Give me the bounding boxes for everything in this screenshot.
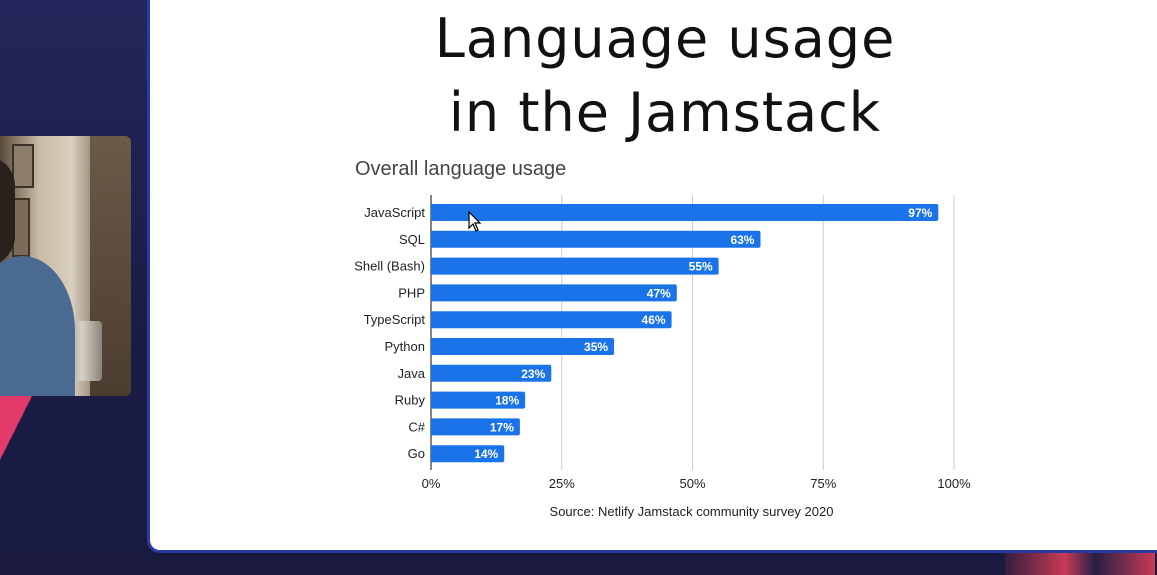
x-tick-label: 25% [549,476,575,491]
speaker-head [0,156,15,266]
category-label: TypeScript [364,312,426,327]
bar-value-label: 17% [490,420,514,434]
bar-value-label: 35% [584,340,608,354]
bar [431,257,719,275]
presentation-slide [150,0,1157,550]
category-label: Shell (Bash) [354,259,425,274]
slide-title: Language usage in the Jamstack [150,2,1157,150]
category-label: JavaScript [364,205,425,220]
category-label: Java [398,366,426,381]
x-tick-label: 0% [422,476,441,491]
x-tick-label: 75% [810,476,836,491]
bar [431,284,677,302]
slide-title-line-1: Language usage [434,7,896,70]
bar-value-label: 46% [642,313,666,327]
category-label: Ruby [395,393,426,408]
slide-title-line-2: in the Jamstack [448,81,882,144]
webcam-video-tile [0,136,131,396]
bar [431,391,526,409]
x-tick-label: 50% [679,476,705,491]
bar-value-label: 97% [908,206,932,220]
background-accent-x-shape [1005,548,1155,575]
bar [431,311,672,329]
category-label: SQL [399,232,425,247]
bars: 97% 63% 55% 47% 46% 35% 23%18% 17% 14% [431,204,939,463]
bar [431,338,615,355]
bar [431,230,761,248]
bar-value-label: 47% [647,286,671,300]
chart-title: Overall language usage [355,158,567,180]
bar-value-label: 63% [730,233,754,247]
mouse-pointer-icon [468,211,482,232]
category-label: Python [385,339,425,354]
chart-source-note: Source: Netlify Jamstack community surve… [549,504,834,519]
bar-value-label: 14% [474,447,498,461]
bar-value-label: 23% [521,367,545,381]
category-label: C# [408,419,425,434]
category-labels: JavaScript SQL Shell (Bash) PHP TypeScript Py… [354,205,426,461]
bar [431,204,939,221]
category-label: PHP [398,285,425,300]
category-label: Go [408,446,425,461]
bar-value-label: 18% [495,394,519,408]
x-axis-ticks: 0% 25% 50% 75% 100% [422,476,971,491]
bar [431,445,505,463]
bar [431,364,552,382]
bar [431,418,520,436]
wall-picture-frame [12,144,34,188]
bar-value-label: 55% [689,260,713,274]
x-tick-label: 100% [937,476,971,491]
